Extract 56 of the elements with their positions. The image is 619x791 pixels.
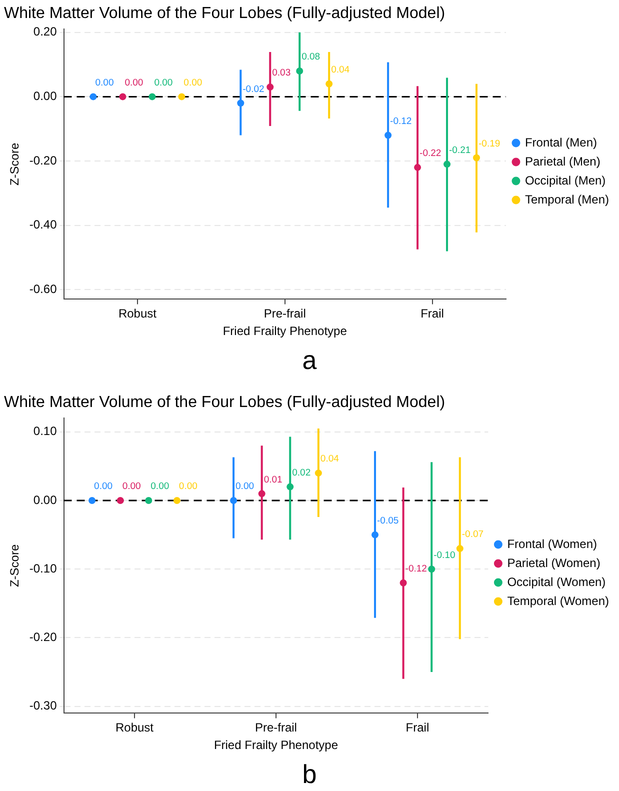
legend-label: Frontal (Men): [524, 135, 598, 150]
legend-label: Parietal (Men): [524, 154, 600, 168]
data-label: 0.04: [331, 64, 350, 76]
text: b: [301, 759, 318, 789]
data-label: 0.00: [236, 481, 254, 492]
y-tick-label: 0.00: [33, 492, 58, 507]
legend-label: Parietal (Women): [507, 556, 600, 570]
y-tick-label: -0.60: [29, 282, 58, 296]
data-label: -0.12: [405, 563, 427, 574]
data-label: -0.21: [449, 144, 471, 156]
legend-label: Temporal (Women): [507, 594, 610, 608]
y-tick-label: -0.20: [29, 153, 58, 168]
y-tick-label: 0.20: [33, 24, 58, 39]
legend-label: Temporal (Men): [524, 192, 610, 206]
data-label: -0.07: [462, 529, 484, 540]
data-label: 0.00: [94, 481, 113, 492]
text: a: [301, 345, 318, 375]
data-label: 0.02: [292, 467, 311, 478]
y-tick-label: -0.10: [29, 561, 58, 576]
y-axis-title: Z-Score: [8, 142, 22, 186]
data-label: -0.22: [420, 148, 442, 160]
chart-title: White Matter Volume of the Four Lobes (Fully-adjusted Model): [4, 5, 446, 22]
x-axis-title: Fried Frailty Phenotype: [222, 324, 348, 338]
y-tick-label: -0.40: [29, 218, 58, 232]
data-label: -0.05: [377, 515, 399, 526]
x-tick-label: Robust: [118, 306, 158, 321]
data-label: 0.00: [124, 77, 144, 88]
data-label: 0.08: [302, 52, 320, 63]
data-label: 0.00: [150, 481, 170, 492]
data-label: -0.02: [242, 84, 264, 95]
data-label: -0.19: [478, 138, 500, 150]
data-label: 0.00: [122, 481, 141, 492]
data-label: -0.12: [390, 116, 412, 127]
data-label: 0.00: [178, 481, 198, 492]
x-tick-label: Robust: [115, 720, 154, 735]
legend-label: Occipital (Men): [524, 173, 606, 188]
data-label: 0.00: [184, 77, 202, 88]
y-tick-label: 0.10: [33, 424, 58, 438]
data-label: 0.04: [320, 454, 339, 465]
y-axis-title: Z-Score: [8, 544, 22, 588]
x-axis-title: Fried Frailty Phenotype: [214, 738, 338, 752]
data-label: 0.01: [264, 474, 282, 486]
x-tick-label: Pre-frail: [264, 306, 306, 321]
x-tick-label: Frail: [406, 720, 430, 735]
data-label: -0.10: [434, 550, 456, 561]
legend-label: Occipital (Women): [507, 574, 606, 589]
y-tick-label: -0.20: [29, 630, 58, 644]
x-tick-label: Pre-frail: [254, 720, 297, 735]
data-label: 0.00: [154, 77, 173, 88]
y-tick-label: -0.30: [29, 698, 58, 713]
x-tick-label: Frail: [420, 306, 444, 321]
chart-title: White Matter Volume of the Four Lobes (Fully-adjusted Model): [4, 394, 446, 412]
data-label: 0.03: [272, 68, 291, 79]
data-label: 0.00: [95, 77, 114, 88]
legend-label: Frontal (Women): [507, 536, 598, 551]
y-tick-label: 0.00: [33, 89, 58, 104]
